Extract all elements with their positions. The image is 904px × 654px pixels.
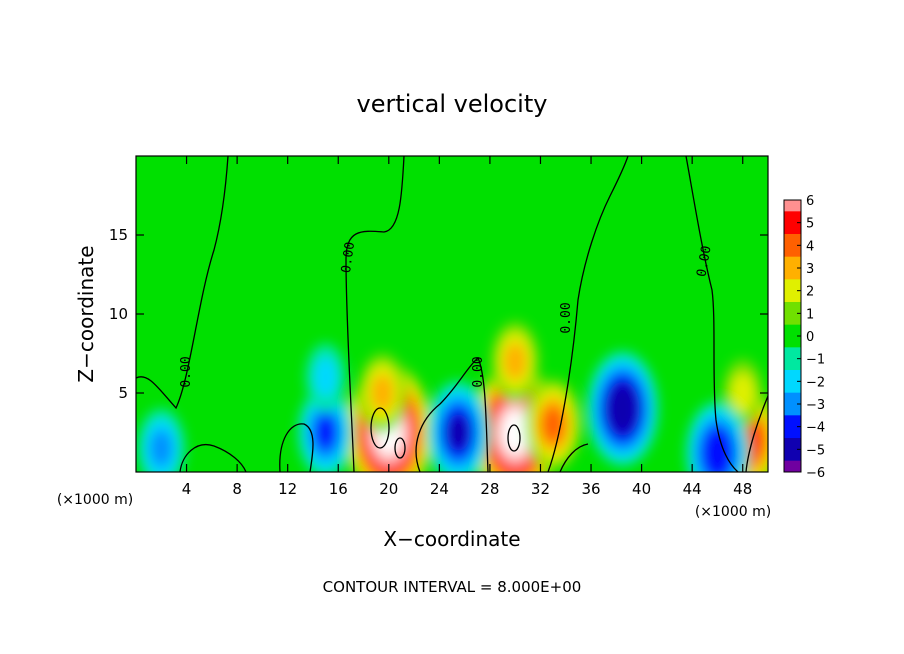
zero-contour-1 xyxy=(136,156,229,410)
plot-field: 0.00 0.00 0.00 0.00 0.00 xyxy=(136,156,768,472)
zero-contour-6 xyxy=(279,423,314,472)
y-axis-tick-labels: 5 10 15 xyxy=(109,226,128,402)
colorbar-tick-label: 5 xyxy=(806,217,814,232)
colorbar-segment xyxy=(784,460,801,473)
colorbar-tick-label: −4 xyxy=(806,421,825,436)
contour-label-1: 0.00 xyxy=(179,356,194,387)
colorbar-segment xyxy=(784,245,801,258)
high-contour-1 xyxy=(370,407,390,449)
velocity-feature-13-level-2 xyxy=(313,356,338,398)
zero-contour-5 xyxy=(179,444,247,472)
contour-interval-note: CONTOUR INTERVAL = 8.000E+00 xyxy=(323,578,582,596)
colorbar-tick-label: 6 xyxy=(806,194,814,209)
contour-label-3: 0.00 xyxy=(471,356,486,387)
colorbar-tick-label: 2 xyxy=(806,285,814,300)
x-axis-label: X−coordinate xyxy=(383,527,520,551)
contour-labels: 0.00 0.00 0.00 0.00 0.00 xyxy=(179,241,715,388)
zero-contour-3 xyxy=(547,156,629,472)
colorbar-segment xyxy=(784,268,801,280)
y-tick-label: 5 xyxy=(118,384,128,402)
y-tick-label: 10 xyxy=(109,305,128,323)
zero-contour-4 xyxy=(685,156,739,472)
x-tick-label: 32 xyxy=(531,480,550,498)
colorbar-segment xyxy=(784,279,801,292)
x-tick-label: 16 xyxy=(329,480,348,498)
colorbar-segment xyxy=(784,302,801,314)
velocity-feature-11-level-5 xyxy=(705,434,729,472)
colorbar-segment xyxy=(784,256,801,269)
contour-label-2: 0.00 xyxy=(339,241,358,274)
colorbar-segment xyxy=(784,415,801,428)
colorbar-segment xyxy=(784,426,801,439)
colorbar-tick-label: −6 xyxy=(806,466,825,481)
velocity-feature-3-level-8 xyxy=(502,411,529,454)
velocity-feature-9-level-5 xyxy=(446,413,470,452)
colorbar-segment xyxy=(784,211,801,224)
colorbar-tick-label: 3 xyxy=(806,262,814,277)
x-tick-label: 8 xyxy=(232,480,242,498)
colorbar-tick-label: −5 xyxy=(806,443,825,458)
colorbar-segment xyxy=(784,200,801,212)
velocity-feature-7-level-2 xyxy=(730,372,755,414)
colorbar-tick-label: 1 xyxy=(806,307,814,322)
velocity-feature-10-level-4 xyxy=(314,414,337,451)
x-tick-label: 36 xyxy=(581,480,600,498)
zero-contour-9 xyxy=(559,443,589,472)
contour-label-5: 0.00 xyxy=(694,245,714,278)
zero-contours xyxy=(136,156,768,472)
high-contour-3 xyxy=(507,424,521,452)
colorbar-tick-label: 0 xyxy=(806,330,814,345)
x-tick-label: 48 xyxy=(733,480,752,498)
velocity-feature-2-level-3 xyxy=(371,374,394,412)
colorbar-segment xyxy=(784,381,801,394)
y-axis-ticks xyxy=(136,234,768,394)
x-axis-tick-labels: 4 8 12 16 20 24 28 32 36 40 44 48 xyxy=(182,480,752,498)
x-axis-ticks xyxy=(185,156,744,472)
colorbar-ticks xyxy=(797,199,801,473)
colorbar xyxy=(784,200,801,473)
colorbar-segment xyxy=(784,358,801,371)
colorbar-segment xyxy=(784,392,801,405)
colorbar-segment xyxy=(784,347,801,360)
colorbar-segment xyxy=(784,290,801,303)
zero-contour-8 xyxy=(745,395,768,472)
colorbar-segment xyxy=(784,404,801,416)
colorbar-segment xyxy=(784,324,801,337)
velocity-feature-4-level-3 xyxy=(504,342,527,381)
x-unit-right: (×1000 m) xyxy=(695,504,771,520)
colorbar-tick-label: 4 xyxy=(806,239,814,254)
colorbar-tick-label: −2 xyxy=(806,375,825,390)
velocity-features xyxy=(137,321,768,472)
y-tick-label: 15 xyxy=(109,226,128,244)
colorbar-labels: 6 5 4 3 2 1 0 −1 −2 −3 −4 −5 −6 xyxy=(806,194,825,481)
velocity-feature-8-level-6 xyxy=(610,389,635,429)
x-tick-label: 40 xyxy=(632,480,651,498)
x-unit-left: (×1000 m) xyxy=(57,492,133,508)
colorbar-segment xyxy=(784,438,801,450)
colorbar-segment xyxy=(784,234,801,246)
y-axis-label: Z−coordinate xyxy=(74,245,98,382)
high-contour-2 xyxy=(394,437,406,459)
x-tick-label: 12 xyxy=(278,480,297,498)
colorbar-tick-label: −1 xyxy=(806,353,825,368)
velocity-feature-12-level-3 xyxy=(150,429,173,467)
chart-title: vertical velocity xyxy=(357,90,548,118)
colorbar-segment xyxy=(784,222,801,235)
colorbar-segment xyxy=(784,370,801,382)
zero-contour-7 xyxy=(415,356,489,472)
colorbar-segment xyxy=(784,449,801,462)
zero-contour-2 xyxy=(345,156,405,472)
x-tick-label: 44 xyxy=(683,480,702,498)
x-tick-label: 20 xyxy=(379,480,398,498)
x-tick-label: 24 xyxy=(430,480,449,498)
colorbar-tick-label: −3 xyxy=(806,398,825,413)
x-tick-label: 4 xyxy=(182,480,192,498)
x-tick-label: 28 xyxy=(480,480,499,498)
colorbar-segment xyxy=(784,313,801,326)
contour-label-4: 0.00 xyxy=(559,302,574,333)
colorbar-segment xyxy=(784,336,801,348)
